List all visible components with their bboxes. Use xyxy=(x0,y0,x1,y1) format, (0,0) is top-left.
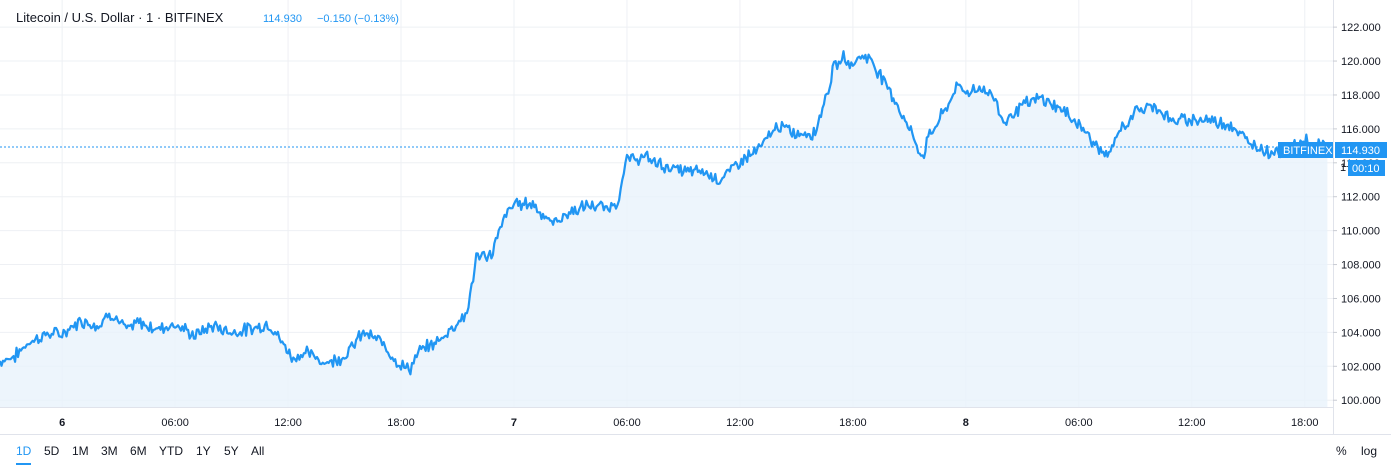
y-tick-label: 122.000 xyxy=(1341,22,1381,34)
x-tick-label: 18:00 xyxy=(1291,417,1319,429)
log-scale-toggle[interactable]: log xyxy=(1361,444,1378,458)
legend-last-value: 114.930 xyxy=(263,13,302,25)
range-button-1d[interactable]: 1D xyxy=(16,444,32,465)
chart-legend: Litecoin / U.S. Dollar · 1 · BITFINEX 11… xyxy=(16,10,399,25)
price-area xyxy=(0,51,1328,407)
price-axis[interactable]: 100.000 102.000 104.000 106.000 108.000 110.0… xyxy=(1333,22,1381,407)
price-badge: BITFINEX 114.930 00:10 xyxy=(1278,142,1387,176)
x-tick-label: 12:00 xyxy=(726,417,754,429)
y-tick-label: 112.000 xyxy=(1341,192,1380,204)
countdown-badge xyxy=(1348,160,1385,176)
last-price-value: 114.930 xyxy=(1341,145,1380,157)
y-tick-label: 102.000 xyxy=(1341,361,1381,373)
range-button-1y[interactable]: 1Y xyxy=(196,444,211,458)
y-tick-label: 106.000 xyxy=(1341,293,1381,305)
price-area-fill xyxy=(0,51,1328,407)
range-button-6m[interactable]: 6M xyxy=(130,444,147,458)
y-tick-label: 120.000 xyxy=(1341,56,1381,68)
x-tick-label: 06:00 xyxy=(613,417,641,429)
y-tick-label: 108.000 xyxy=(1341,260,1381,272)
range-button-3m[interactable]: 3M xyxy=(101,444,118,458)
y-tick-label: 116.000 xyxy=(1341,124,1380,136)
bottom-toolbar: 1D 5D 1M 3M 6M YTD 1Y 5Y All % log xyxy=(0,434,1391,465)
price-axis-partial-label: 1 xyxy=(1340,162,1346,174)
x-tick-label: 18:00 xyxy=(839,417,867,429)
y-tick-label: 104.000 xyxy=(1341,327,1381,339)
time-axis[interactable]: 6 06:00 12:00 18:00 7 06:00 12:00 18:00 8 06:00 12… xyxy=(59,417,1318,429)
range-button-1m[interactable]: 1M xyxy=(72,444,89,458)
last-price-badge xyxy=(1335,142,1387,158)
price-line-layer xyxy=(0,50,1329,376)
range-button-5d[interactable]: 5D xyxy=(44,444,60,458)
x-tick-label: 6 xyxy=(59,417,65,429)
countdown-value: 00:10 xyxy=(1352,163,1380,175)
x-tick-label: 7 xyxy=(511,417,517,429)
x-tick-label: 06:00 xyxy=(1065,417,1093,429)
x-tick-label: 12:00 xyxy=(274,417,302,429)
y-tick-label: 118.000 xyxy=(1341,90,1380,102)
percent-scale-toggle[interactable]: % xyxy=(1336,444,1347,458)
legend-change: −0.150 (−0.13%) xyxy=(317,13,399,25)
range-button-5y[interactable]: 5Y xyxy=(224,444,239,458)
exchange-badge xyxy=(1278,142,1333,158)
exchange-badge-label: BITFINEX xyxy=(1283,145,1333,157)
x-tick-label: 12:00 xyxy=(1178,417,1206,429)
y-tick-label: 110.000 xyxy=(1341,226,1380,238)
range-button-ytd[interactable]: YTD xyxy=(159,444,183,458)
price-chart[interactable]: 100.000 102.000 104.000 106.000 108.000 110.0… xyxy=(0,0,1391,434)
y-tick-label: 100.000 xyxy=(1341,395,1381,407)
symbol-title[interactable]: Litecoin / U.S. Dollar · 1 · BITFINEX xyxy=(16,10,224,25)
x-tick-label: 06:00 xyxy=(161,417,189,429)
range-button-all[interactable]: All xyxy=(251,444,265,458)
price-line xyxy=(0,50,1329,376)
x-tick-label: 18:00 xyxy=(387,417,415,429)
x-tick-label: 8 xyxy=(963,417,969,429)
